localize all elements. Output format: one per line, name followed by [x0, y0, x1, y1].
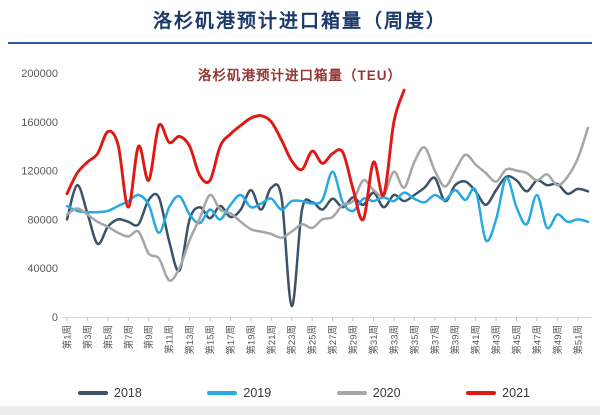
series-line-2018: [65, 175, 590, 308]
x-axis-tick-label: 第29周: [348, 325, 360, 355]
legend-item-2018: 2018: [78, 387, 142, 400]
x-axis-tick-label: 第5周: [102, 325, 114, 349]
x-axis-tick-label: 第47周: [531, 325, 543, 355]
x-axis-tick-label: 第35周: [409, 325, 421, 355]
series-line-2020: [65, 126, 590, 282]
legend-label-2018: 2018: [114, 385, 142, 400]
x-axis-tick-label: 第19周: [245, 325, 257, 355]
chart-legend: 2018 2019 2020 2021: [78, 383, 530, 403]
legend-item-2021: 2021: [466, 387, 530, 400]
y-axis-tick-label: 80000: [27, 214, 58, 226]
legend-swatch-2018: [78, 391, 108, 395]
x-axis-tick-label: 第21周: [266, 325, 278, 355]
chart-title: 洛杉矶港预计进口箱量（TEU）: [198, 68, 402, 83]
y-axis-tick-label: 0: [52, 312, 58, 324]
x-axis-tick-label: 第41周: [470, 325, 482, 355]
x-axis-tick-label: 第23周: [286, 325, 298, 355]
x-axis-tick-label: 第1周: [62, 325, 74, 349]
y-axis-tick-label: 40000: [27, 263, 58, 275]
x-axis-tick-label: 第17周: [225, 325, 237, 355]
y-axis-tick-label: 200000: [21, 68, 58, 80]
legend-swatch-2021: [466, 391, 497, 395]
x-axis-tick-label: 第7周: [123, 325, 135, 349]
x-axis-tick-label: 第37周: [429, 325, 441, 355]
legend-label-2019: 2019: [243, 385, 272, 400]
x-axis-tick-label: 第51周: [572, 325, 584, 355]
legend-swatch-2019: [207, 391, 238, 395]
legend-item-2019: 2019: [207, 387, 271, 400]
legend-swatch-2020: [336, 391, 367, 395]
x-axis-tick-label: 第39周: [450, 325, 462, 355]
title-underline-rule: [8, 42, 592, 44]
x-axis-tick-label: 第45周: [511, 325, 523, 355]
x-axis-tick-label: 第31周: [368, 325, 380, 355]
x-axis-tick-label: 第11周: [164, 325, 176, 354]
legend-label-2020: 2020: [372, 385, 401, 400]
y-axis-tick-label: 160000: [21, 117, 58, 129]
x-axis-tick-label: 第27周: [327, 325, 339, 355]
x-axis-tick-label: 第25周: [307, 325, 319, 355]
series-line-2019: [65, 170, 590, 243]
x-axis-tick-label: 第33周: [388, 325, 400, 355]
x-axis-tick-label: 第9周: [143, 325, 155, 349]
page-title: 洛杉矶港预计进口箱量（周度）: [152, 11, 447, 32]
x-axis-tick-label: 第13周: [184, 325, 196, 355]
x-axis-tick-label: 第3周: [82, 325, 94, 349]
legend-label-2021: 2021: [502, 385, 530, 400]
series-line-2021: [65, 88, 406, 222]
legend-item-2020: 2020: [336, 385, 401, 400]
y-axis-tick-label: 120000: [21, 166, 58, 178]
cropped-content-edge: [0, 406, 600, 415]
x-axis-tick-label: 第43周: [491, 325, 503, 355]
x-axis-tick-label: 第49周: [552, 325, 564, 355]
x-axis-tick-label: 第15周: [205, 325, 217, 355]
